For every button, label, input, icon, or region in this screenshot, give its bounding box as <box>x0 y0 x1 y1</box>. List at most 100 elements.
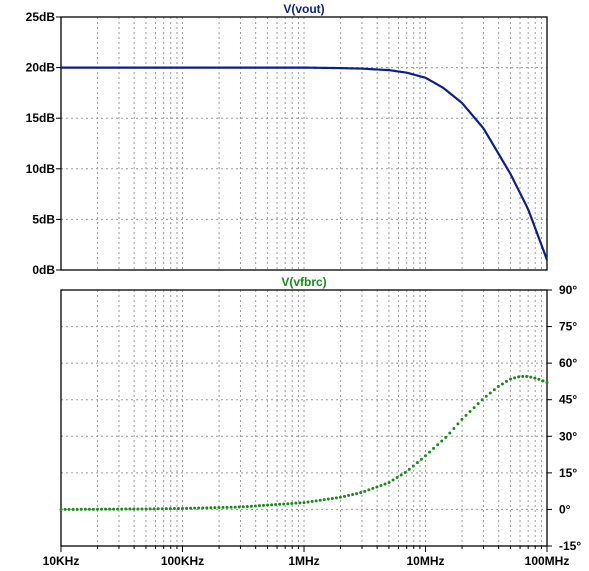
phase-series-point <box>436 443 440 447</box>
phase-series-point <box>140 507 144 511</box>
phase-series-point <box>488 391 492 395</box>
phase-series-point <box>91 507 95 511</box>
phase-series-point <box>444 435 448 439</box>
phase-ytick-label: -15° <box>559 539 581 553</box>
phase-series-point <box>395 476 399 480</box>
phase-series-point <box>112 507 116 511</box>
phase-series-point <box>136 507 140 511</box>
phase-series-point <box>201 506 205 510</box>
phase-ytick-label: 90° <box>559 283 577 297</box>
phase-series-point <box>363 489 367 493</box>
phase-series-point <box>270 503 274 507</box>
phase-series-point <box>472 406 476 410</box>
phase-series-point <box>132 507 136 511</box>
phase-series-point <box>480 398 484 402</box>
phase-series-point <box>128 507 132 511</box>
phase-series-point <box>367 488 371 492</box>
phase-series-point <box>233 505 237 509</box>
phase-series-point <box>537 377 541 381</box>
phase-series-point <box>330 496 334 500</box>
phase-series-point <box>152 507 156 511</box>
phase-series-point <box>108 507 112 511</box>
phase-trace-title: V(vfbrc) <box>281 275 326 289</box>
phase-series-point <box>521 375 525 379</box>
phase-series-point <box>253 504 257 508</box>
phase-series-point <box>290 501 294 505</box>
phase-series-point <box>529 375 533 379</box>
phase-series-point <box>176 507 180 511</box>
phase-series-point <box>460 417 464 421</box>
phase-series-point <box>399 473 403 477</box>
phase-series-point <box>217 506 221 510</box>
phase-series-point <box>379 483 383 487</box>
phase-ytick-label: 45° <box>559 393 577 407</box>
phase-series-point <box>181 506 184 510</box>
phase-series-point <box>124 507 128 511</box>
phase-series-point <box>249 504 253 508</box>
phase-series-point <box>326 497 330 501</box>
phase-series-point <box>484 394 488 398</box>
phase-series-point <box>343 494 346 498</box>
x-tick-label: 100KHz <box>161 554 204 568</box>
phase-series-point <box>533 376 537 380</box>
phase-series-point <box>432 446 436 450</box>
phase-series-point <box>245 505 249 509</box>
phase-series-point <box>351 493 355 496</box>
phase-series-point <box>144 507 148 511</box>
magnitude-ytick-label: 25dB <box>26 10 56 24</box>
phase-series-point <box>403 471 407 475</box>
phase-series-point <box>509 377 513 381</box>
phase-series-point <box>241 505 245 509</box>
phase-series-point <box>104 507 108 511</box>
phase-series-point <box>79 507 83 511</box>
phase-series-point <box>274 503 278 507</box>
phase-series-point <box>318 498 322 502</box>
phase-series-point <box>229 505 233 509</box>
phase-series-point <box>71 507 75 511</box>
magnitude-series-line <box>61 66 549 261</box>
phase-series-point <box>282 502 286 506</box>
magnitude-plot-frame <box>60 16 548 271</box>
phase-series-point <box>185 506 189 510</box>
phase-series-point <box>83 507 87 511</box>
phase-series-point <box>375 485 379 489</box>
phase-series-point <box>513 376 517 380</box>
phase-series-point <box>541 379 545 383</box>
phase-series-point <box>302 501 306 505</box>
phase-series-point <box>322 498 326 502</box>
phase-ytick-label: 30° <box>559 429 577 443</box>
magnitude-ytick-label: 15dB <box>26 111 56 125</box>
phase-series-point <box>189 506 193 510</box>
phase-series-point <box>197 506 201 510</box>
magnitude-ytick-label: 20dB <box>26 61 56 75</box>
magnitude-pane: 0dB 5dB 10dB 15dB 20dB 25dB V(vout) <box>26 2 549 277</box>
phase-series-point <box>205 506 209 510</box>
phase-series-point <box>148 507 152 511</box>
phase-series-point <box>294 501 298 505</box>
phase-series-point <box>156 507 160 511</box>
magnitude-ytick-label: 5dB <box>32 212 55 226</box>
x-tick-label: 10MHz <box>406 554 444 568</box>
phase-series-point <box>168 507 172 511</box>
phase-series-point <box>359 491 363 495</box>
phase-series-point <box>172 507 176 511</box>
phase-series-point <box>419 457 423 461</box>
phase-series-point <box>75 507 79 511</box>
phase-ytick-label: 75° <box>559 320 577 334</box>
phase-series-point <box>411 464 415 468</box>
phase-series-point <box>517 375 521 379</box>
phase-series-point <box>298 501 302 505</box>
phase-series-point <box>286 502 290 506</box>
phase-series-point <box>371 486 375 490</box>
phase-pane: -15° 0° 15° 30° 45° 60° 75° 90° V(vfbrc) <box>59 275 581 553</box>
phase-series-point <box>415 461 419 465</box>
phase-series-point <box>464 413 468 417</box>
phase-series-point <box>100 507 103 511</box>
phase-series-point <box>355 492 359 496</box>
x-tick-label: 10KHz <box>43 554 80 568</box>
magnitude-ytick-label: 0dB <box>32 263 55 277</box>
phase-series-point <box>164 507 168 511</box>
x-tick-label: 1MHz <box>288 554 319 568</box>
phase-series-point <box>306 500 310 504</box>
phase-series-point <box>120 507 124 511</box>
